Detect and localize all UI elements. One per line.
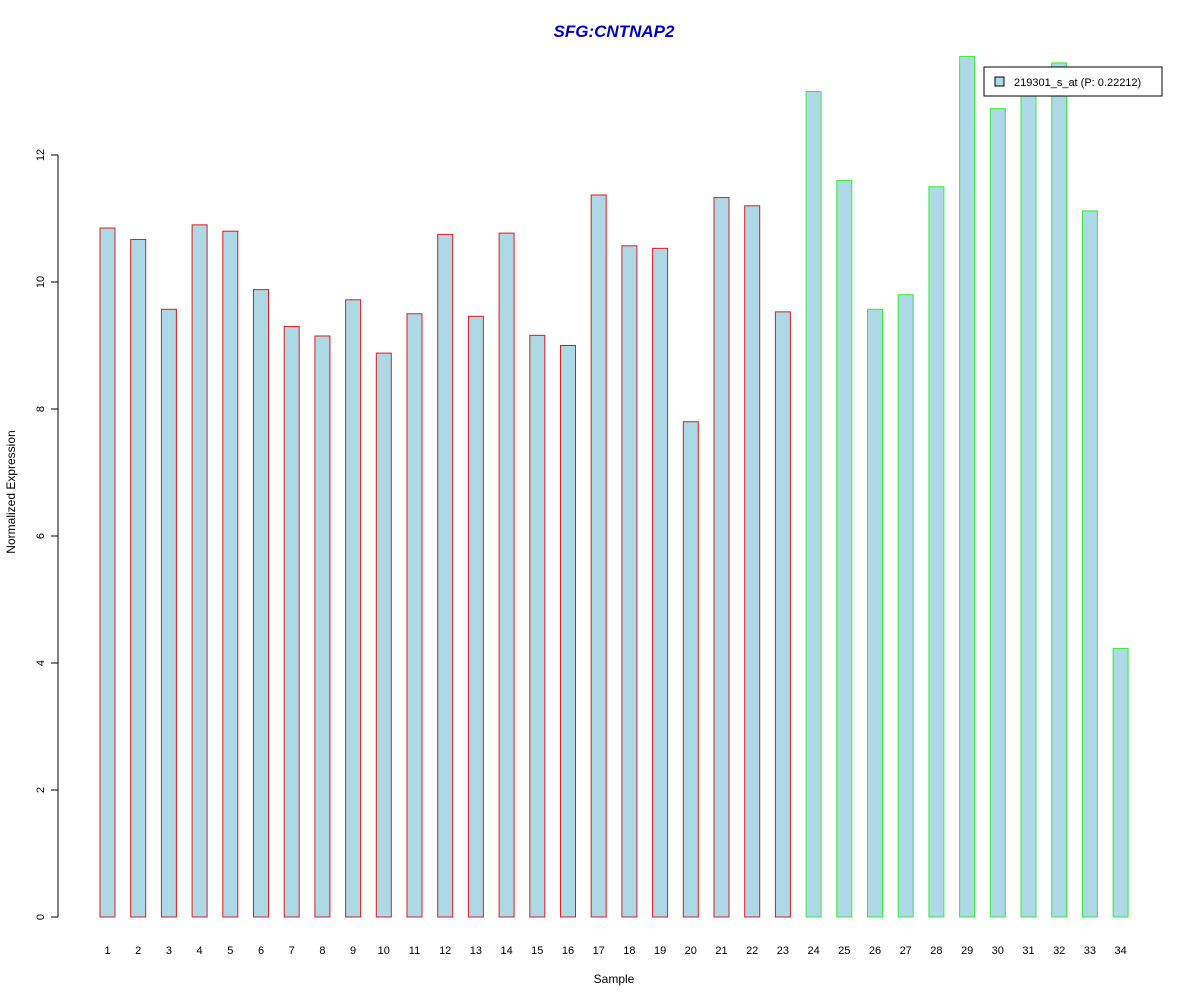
bar (713, 197, 730, 918)
legend-box (983, 66, 1163, 97)
x-tick-label: 13 (470, 945, 482, 957)
x-tick-label: 28 (930, 945, 942, 957)
legend-label: 219301_s_at (P: 0.22212) (1014, 77, 1141, 89)
bar (989, 108, 1006, 918)
x-tick-label: 2 (135, 945, 141, 957)
bar (774, 311, 791, 918)
bar (1020, 84, 1037, 918)
bar (467, 315, 484, 918)
x-tick-label: 15 (531, 945, 543, 957)
bar (959, 56, 976, 918)
bar (1112, 647, 1129, 918)
x-tick-label: 17 (593, 945, 605, 957)
x-tick-label: 5 (227, 945, 233, 957)
x-tick-label: 34 (1114, 945, 1126, 957)
bar (590, 194, 607, 918)
bar (652, 247, 669, 918)
y-tick-label: 2 (35, 787, 47, 793)
bar (437, 233, 454, 918)
x-tick-label: 4 (197, 945, 203, 957)
bar (345, 299, 362, 918)
x-tick-label: 29 (961, 945, 973, 957)
x-tick-label: 14 (500, 945, 512, 957)
chart-title: SFG:CNTNAP2 (554, 22, 675, 41)
x-tick-label: 3 (166, 945, 172, 957)
x-tick-label: 31 (1022, 945, 1034, 957)
legend: 219301_s_at (P: 0.22212) (983, 66, 1163, 97)
bar (682, 421, 699, 918)
x-tick-label: 32 (1053, 945, 1065, 957)
x-tick-label: 25 (838, 945, 850, 957)
bar (406, 313, 423, 918)
bar (253, 289, 269, 918)
x-axis-label: Sample (594, 972, 635, 986)
y-axis: 0 2 4 6 8 10 12 (35, 149, 59, 920)
x-tick-label: 33 (1084, 945, 1096, 957)
x-tick-label: 16 (562, 945, 574, 957)
bar (191, 224, 208, 918)
bar (160, 308, 177, 918)
x-tick-label: 10 (378, 945, 390, 957)
x-tick-label: 30 (992, 945, 1004, 957)
bar (805, 91, 822, 918)
bar (99, 227, 116, 918)
bar (314, 335, 331, 918)
x-tick-label: 24 (807, 945, 819, 957)
y-tick-label: 6 (35, 533, 47, 539)
y-tick-label: 12 (35, 149, 47, 161)
x-tick-label: 18 (623, 945, 635, 957)
bar (928, 186, 945, 918)
y-tick-label: 4 (35, 660, 47, 666)
x-tick-label: 6 (258, 945, 264, 957)
x-tick-label: 12 (439, 945, 451, 957)
x-tick-label: 21 (715, 945, 727, 957)
y-tick-label: 10 (35, 276, 47, 288)
x-tick-label: 23 (777, 945, 789, 957)
bar (867, 308, 883, 918)
bar (375, 352, 392, 918)
x-tick-labels: 1 2 3 4 5 6 7 8 9 10 11 12 13 14 15 16 17 18 19 20 21 22 23 24 2… (104, 945, 1126, 957)
legend-swatch (994, 76, 1005, 87)
bars-group (99, 56, 1129, 918)
bar (529, 334, 546, 918)
x-tick-label: 26 (869, 945, 881, 957)
x-tick-label: 7 (289, 945, 295, 957)
y-tick-label: 0 (35, 914, 47, 920)
bar (560, 345, 576, 918)
y-tick-label: 8 (35, 406, 47, 412)
bar (744, 205, 761, 918)
x-tick-label: 27 (900, 945, 912, 957)
y-axis-label: Normalized Expression (4, 430, 18, 553)
bar (283, 325, 300, 918)
x-tick-label: 20 (685, 945, 697, 957)
x-tick-label: 8 (319, 945, 325, 957)
bar (222, 230, 239, 918)
x-tick-label: 1 (104, 945, 110, 957)
x-tick-label: 11 (409, 945, 420, 957)
x-tick-label: 22 (746, 945, 758, 957)
bar (1081, 210, 1098, 918)
bar (130, 238, 147, 918)
bar (498, 232, 515, 918)
bar (621, 245, 638, 918)
bar (897, 294, 914, 918)
x-tick-label: 9 (350, 945, 356, 957)
bar (836, 179, 853, 918)
bar (1051, 62, 1068, 918)
x-tick-label: 19 (654, 945, 666, 957)
